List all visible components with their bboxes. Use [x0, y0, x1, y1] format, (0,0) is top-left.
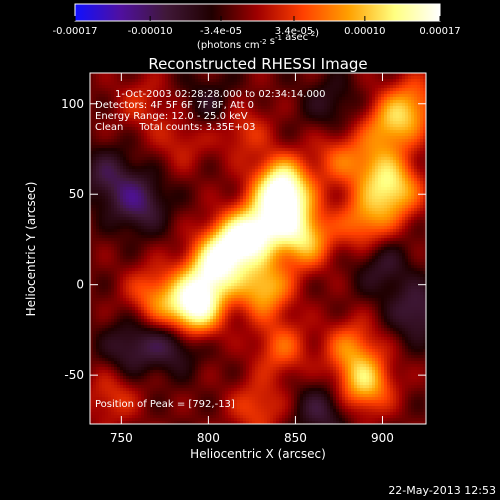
footer-timestamp: 22-May-2013 12:53 — [388, 484, 496, 497]
chart-title: Reconstructed RHESSI Image — [148, 55, 367, 73]
peak-position-label: Position of Peak = [792,-13] — [95, 399, 235, 410]
colorbar-ticks: -0.00017 -0.00010 -3.4e-05 3.4e-05 0.00010 0.… — [53, 16, 461, 37]
y-tick-label: -50 — [64, 368, 84, 382]
y-axis-ticks: -50 0 50 100 — [61, 97, 426, 382]
x-axis-ticks: 750 800 850 900 — [110, 73, 394, 445]
colorbar-tick-label: -0.00017 — [53, 26, 98, 37]
y-tick-label: 100 — [61, 97, 84, 111]
x-tick-label: 900 — [371, 431, 394, 445]
plot-frame — [89, 72, 427, 425]
heatmap-container — [90, 73, 426, 424]
y-tick-label: 50 — [69, 187, 84, 201]
y-axis-label: Heliocentric Y (arcsec) — [24, 182, 38, 317]
colorbar-tick-label: -0.00010 — [128, 26, 173, 37]
colorbar — [74, 3, 441, 22]
colorbar-unit-label: (photons cm-2 s-1 asec-2) — [197, 28, 319, 51]
x-tick-label: 750 — [110, 431, 133, 445]
annotation-time-range: 1-Oct-2003 02:28:28.000 to 02:34:14.000 — [115, 89, 326, 100]
x-axis-label: Heliocentric X (arcsec) — [190, 447, 326, 461]
y-tick-label: 0 — [76, 278, 84, 292]
annotation-block: 1-Oct-2003 02:28:28.000 to 02:34:14.000 … — [95, 89, 326, 133]
annotation-clean-counts: Clean Total counts: 3.35E+03 — [95, 122, 255, 133]
annotation-energy-range: Energy Range: 12.0 - 25.0 keV — [95, 111, 248, 122]
annotation-detectors: Detectors: 4F 5F 6F 7F 8F, Att 0 — [95, 100, 254, 111]
colorbar-tick-label: 0.00017 — [419, 26, 460, 37]
colorbar-tick-label: 0.00010 — [344, 26, 385, 37]
colorbar-tick-label: -3.4e-05 — [200, 26, 242, 37]
colorbar-tick-label: 3.4e-05 — [275, 26, 313, 37]
heatmap-image — [90, 73, 426, 424]
x-tick-label: 800 — [197, 431, 220, 445]
x-tick-label: 850 — [284, 431, 307, 445]
